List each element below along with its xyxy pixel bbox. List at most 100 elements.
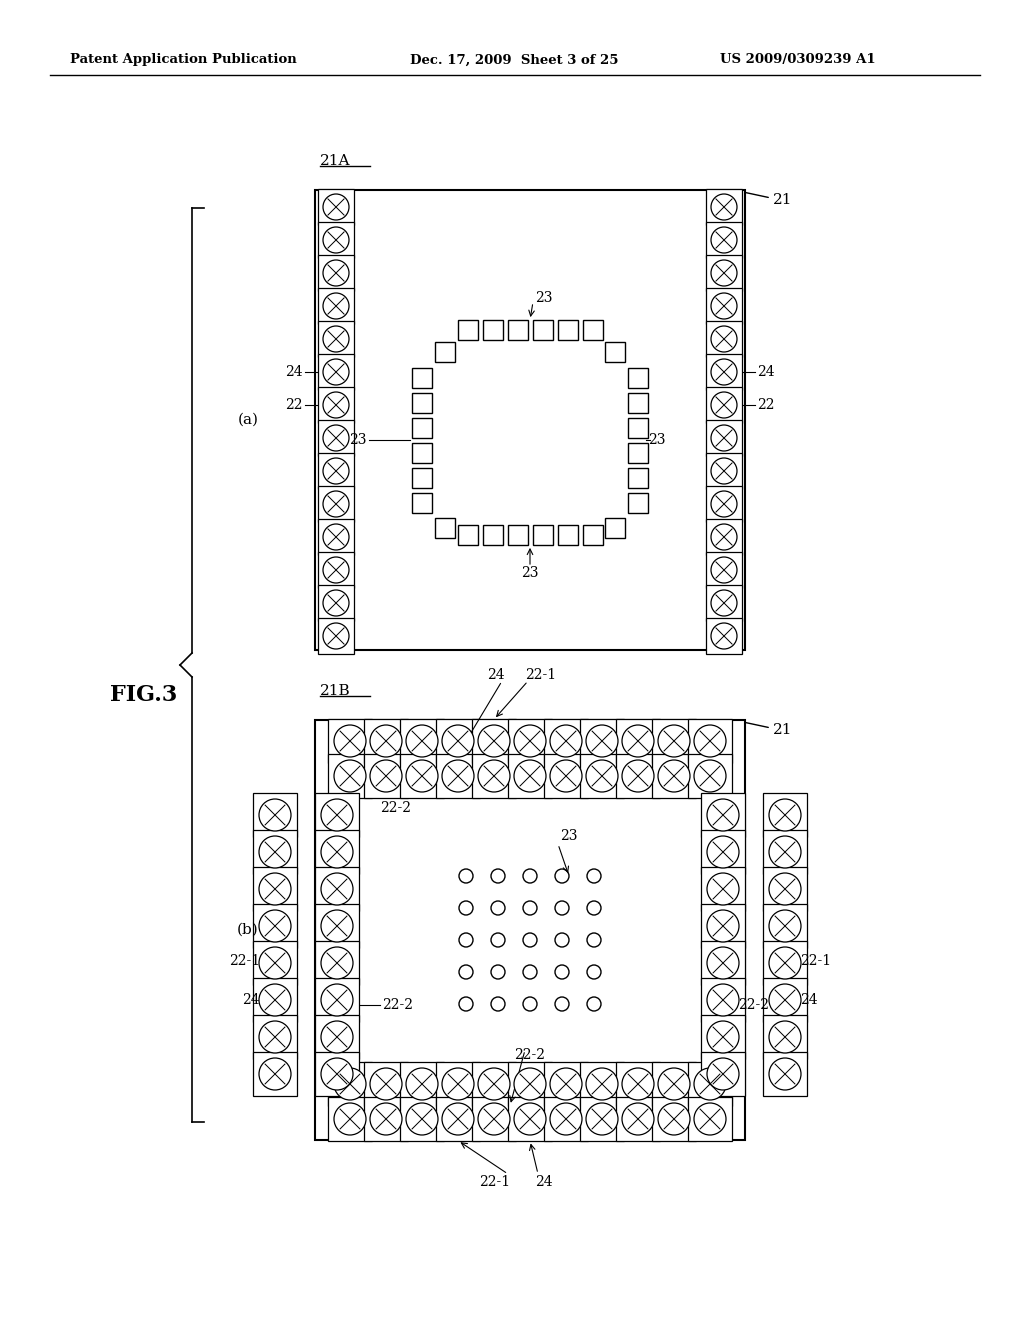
Bar [315,1052,358,1096]
Bar [616,719,659,763]
Circle shape [711,194,737,220]
Bar [701,904,744,948]
Text: US 2009/0309239 A1: US 2009/0309239 A1 [720,54,876,66]
Bar [628,442,648,462]
Circle shape [707,799,739,832]
Circle shape [321,946,353,979]
Circle shape [658,725,690,756]
Bar [688,719,731,763]
Circle shape [622,1104,654,1135]
Circle shape [323,326,349,352]
Circle shape [711,524,737,550]
Bar [707,454,741,488]
Circle shape [550,1104,582,1135]
Circle shape [622,725,654,756]
Bar [764,867,807,911]
Circle shape [259,873,291,906]
Circle shape [321,799,353,832]
Bar [628,467,648,487]
Circle shape [321,1059,353,1090]
Bar [764,941,807,985]
Bar [365,719,408,763]
Circle shape [769,983,801,1016]
Bar [707,586,741,620]
Bar [436,719,479,763]
Bar [435,342,455,362]
Text: 23: 23 [648,433,666,447]
Circle shape [514,1104,546,1135]
Circle shape [334,1068,366,1100]
Circle shape [323,392,349,418]
Bar [707,520,741,554]
Circle shape [459,997,473,1011]
Circle shape [514,760,546,792]
Circle shape [711,623,737,649]
Bar [315,1015,358,1059]
Circle shape [459,965,473,979]
Text: Dec. 17, 2009  Sheet 3 of 25: Dec. 17, 2009 Sheet 3 of 25 [410,54,618,66]
Circle shape [523,869,537,883]
Circle shape [555,869,569,883]
Text: 24: 24 [535,1175,553,1189]
Text: 21: 21 [773,193,793,207]
Bar [315,978,358,1022]
Bar [318,322,353,356]
Text: 23: 23 [349,433,367,447]
Bar [581,1063,624,1106]
Bar [557,319,578,341]
Circle shape [490,997,505,1011]
Bar [253,978,297,1022]
Circle shape [323,359,349,385]
Bar [707,553,741,587]
Bar [253,793,297,837]
Circle shape [523,997,537,1011]
Circle shape [370,760,402,792]
Circle shape [459,902,473,915]
Bar [315,793,358,837]
Circle shape [259,1059,291,1090]
Bar [688,1063,731,1106]
Bar [365,755,408,797]
Bar [482,525,503,545]
Circle shape [658,1068,690,1100]
Bar [508,1097,552,1140]
Circle shape [587,933,601,946]
Bar [701,1052,744,1096]
Bar [652,1063,695,1106]
Circle shape [769,946,801,979]
Circle shape [323,524,349,550]
Bar [583,319,602,341]
Circle shape [694,760,726,792]
Bar [318,487,353,521]
Bar [616,1097,659,1140]
Bar [436,1063,479,1106]
Circle shape [478,1104,510,1135]
Circle shape [587,997,601,1011]
Circle shape [587,965,601,979]
Bar [616,755,659,797]
Text: 22-1: 22-1 [229,954,260,968]
Circle shape [769,836,801,869]
Bar [412,417,432,437]
Bar [628,417,648,437]
Bar [508,755,552,797]
Circle shape [442,760,474,792]
Circle shape [334,1104,366,1135]
Circle shape [694,725,726,756]
Text: FIG.3: FIG.3 [110,684,177,706]
Circle shape [370,1068,402,1100]
Circle shape [711,260,737,286]
Text: 22-2: 22-2 [738,998,769,1012]
Circle shape [555,902,569,915]
Circle shape [259,836,291,869]
Circle shape [555,965,569,979]
Circle shape [259,799,291,832]
Bar [628,367,648,388]
Bar [365,1063,408,1106]
Bar [707,421,741,455]
Circle shape [321,909,353,942]
Bar [581,1097,624,1140]
Bar [707,289,741,323]
Circle shape [459,933,473,946]
Bar [318,289,353,323]
